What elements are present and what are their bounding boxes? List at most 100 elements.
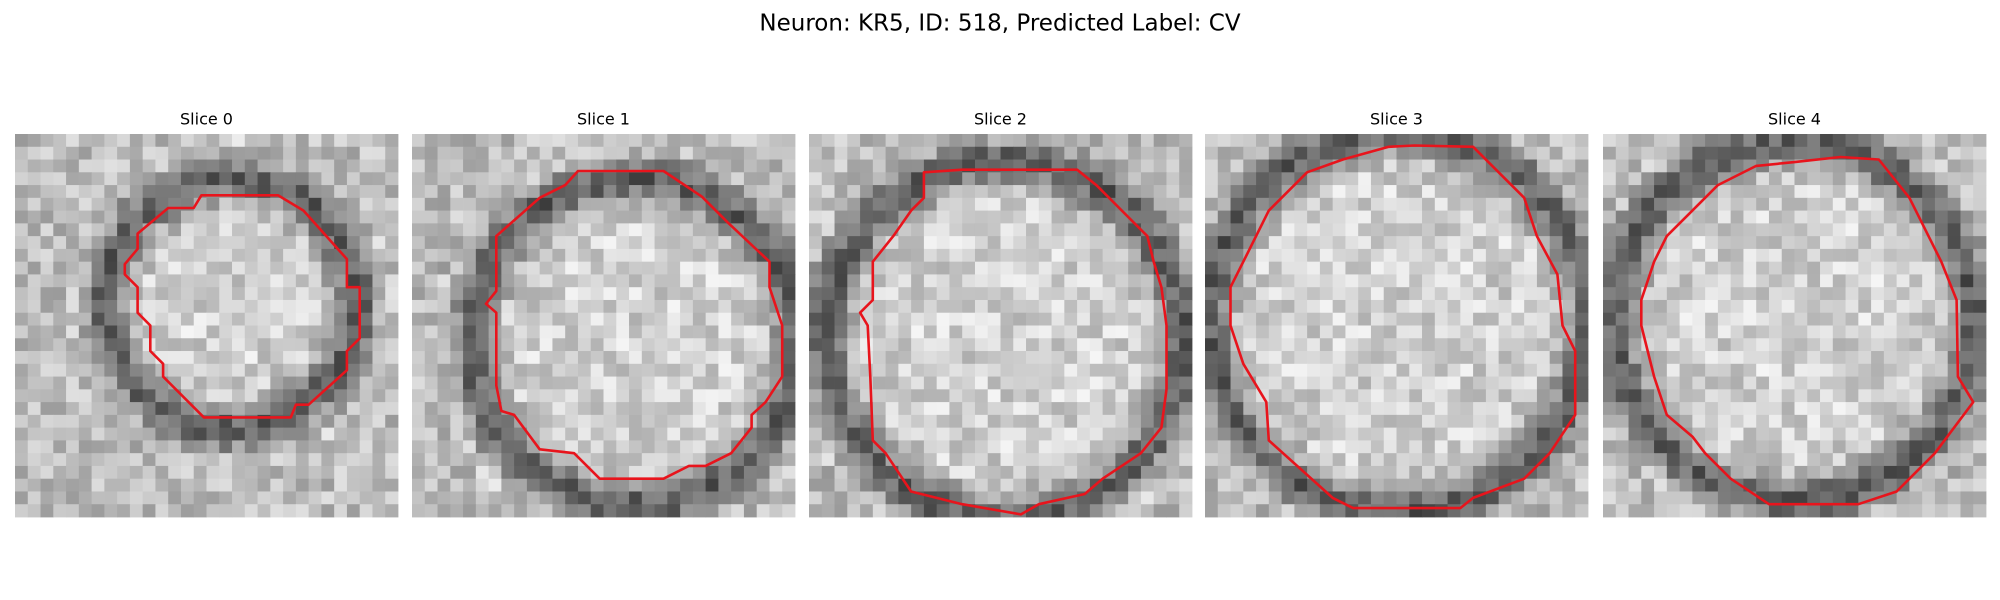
pixel [1140, 351, 1155, 365]
pixel [1832, 363, 1846, 377]
pixel [117, 376, 131, 390]
pixel [1115, 504, 1129, 518]
pixel [1383, 376, 1397, 390]
pixel [590, 274, 604, 288]
pixel [1473, 376, 1487, 390]
pixel [385, 287, 399, 301]
pixel [1281, 414, 1295, 429]
pixel [424, 491, 438, 505]
pixel [860, 197, 874, 211]
pixel [987, 172, 1001, 186]
pixel [1115, 185, 1129, 199]
pixel [1692, 338, 1706, 352]
slice-image [809, 134, 1193, 518]
pixel [885, 325, 899, 339]
pixel [565, 376, 579, 390]
pixel [731, 261, 745, 275]
pixel [1370, 389, 1385, 403]
pixel [1498, 223, 1512, 237]
pixel [629, 453, 643, 467]
pixel [1896, 299, 1910, 314]
pixel [1422, 427, 1436, 441]
pixel [1460, 389, 1474, 403]
pixel [1064, 274, 1078, 288]
pixel [1524, 146, 1538, 160]
pixel [1447, 210, 1461, 224]
pixel [501, 440, 515, 454]
pixel [1013, 134, 1027, 148]
pixel [705, 465, 719, 480]
pixel [53, 274, 67, 288]
pixel [885, 159, 899, 173]
pixel [1460, 504, 1474, 518]
pixel [385, 312, 399, 326]
pixel [1026, 261, 1040, 275]
pixel [372, 312, 386, 326]
pixel [667, 159, 681, 173]
pixel [692, 223, 707, 237]
pixel [1243, 402, 1257, 416]
pixel [321, 351, 335, 365]
pixel [437, 504, 451, 518]
pixel [949, 248, 963, 263]
pixel [923, 478, 938, 492]
pixel [372, 427, 386, 441]
pixel [232, 159, 246, 173]
pixel [1730, 453, 1744, 467]
pixel [1460, 338, 1474, 352]
pixel [1332, 287, 1346, 301]
pixel [936, 146, 950, 160]
pixel [1396, 478, 1410, 492]
pixel [1717, 440, 1732, 454]
pixel [232, 389, 246, 403]
pixel [692, 159, 707, 173]
pixel [1845, 338, 1859, 352]
pixel [1654, 325, 1668, 339]
pixel [603, 134, 617, 148]
pixel [987, 312, 1001, 326]
pixel [15, 440, 29, 454]
pixel [334, 491, 348, 505]
pixel [1102, 414, 1116, 429]
pixel [155, 427, 169, 441]
pixel [1409, 491, 1423, 505]
pixel [526, 299, 541, 314]
pixel [1485, 363, 1500, 377]
pixel [308, 172, 322, 186]
pixel [1743, 504, 1757, 518]
slice-image [1603, 134, 1987, 518]
pixel [1743, 312, 1757, 326]
pixel [809, 223, 823, 237]
pixel [552, 363, 566, 377]
pixel [1820, 172, 1834, 186]
pixel [129, 414, 144, 429]
pixel [104, 134, 118, 148]
pixel [949, 376, 963, 390]
pixel [1179, 248, 1193, 263]
pixel [308, 478, 322, 492]
pixel [974, 223, 989, 237]
pixel [1628, 146, 1642, 160]
pixel [1332, 376, 1346, 390]
pixel [372, 274, 386, 288]
pixel [1294, 453, 1308, 467]
pixel [270, 248, 284, 263]
pixel [1166, 312, 1180, 326]
pixel [53, 210, 67, 224]
pixel [244, 248, 258, 263]
pixel [1115, 478, 1129, 492]
pixel [756, 325, 770, 339]
pixel [180, 159, 195, 173]
pixel [155, 325, 169, 339]
pixel [475, 402, 489, 416]
pixel [142, 197, 156, 211]
pixel [1730, 223, 1744, 237]
pixel [27, 402, 41, 416]
pixel [1256, 338, 1270, 352]
pixel [911, 261, 925, 275]
pixel [385, 197, 399, 211]
pixel [244, 389, 258, 403]
pixel [321, 440, 335, 454]
pixel [1013, 338, 1027, 352]
pixel [270, 465, 284, 480]
